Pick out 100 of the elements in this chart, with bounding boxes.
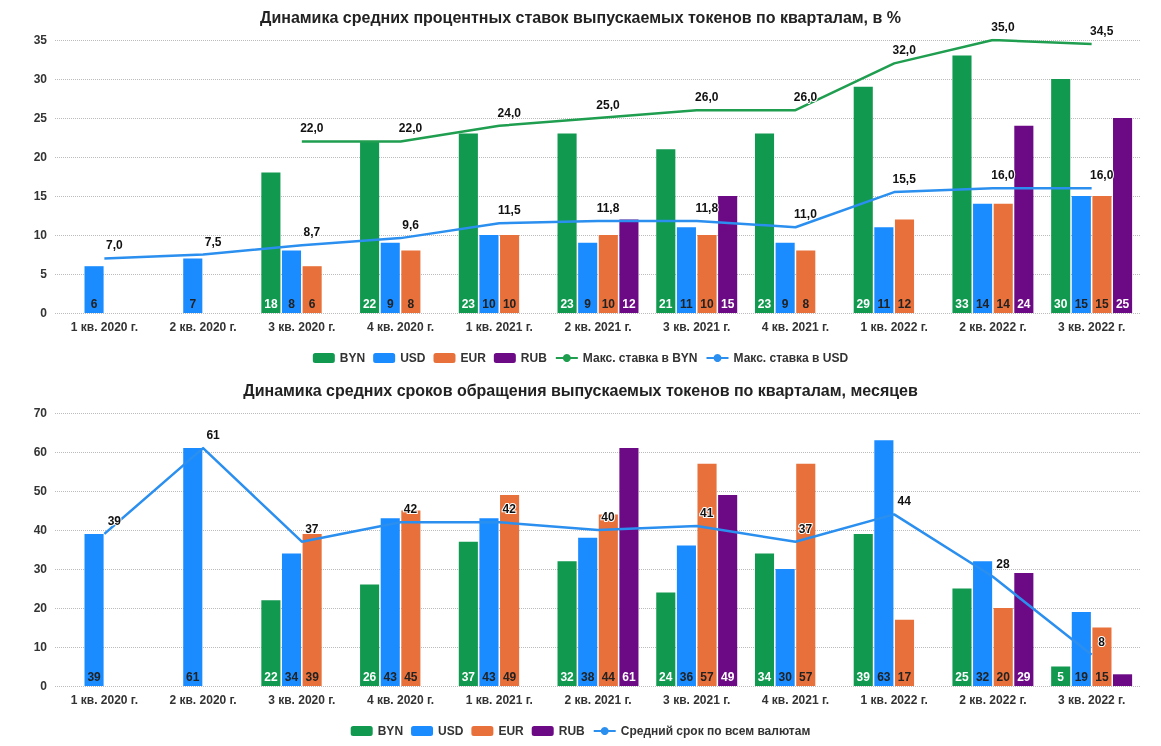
bar: [1014, 572, 1034, 686]
data-label: 9: [781, 297, 789, 311]
x-tick-label: 1 кв. 2020 г.: [70, 693, 138, 707]
bar: [775, 569, 795, 686]
data-label: 61: [206, 428, 221, 443]
data-label: 32: [975, 670, 990, 684]
y-tick-label: 35: [33, 33, 48, 47]
legend-label: BYN: [377, 724, 404, 738]
bar: [952, 55, 972, 313]
bar: [557, 133, 577, 313]
bar: [557, 561, 577, 686]
bar: [261, 172, 281, 313]
data-label: 38: [581, 670, 595, 684]
data-label: 22: [362, 297, 377, 311]
data-label: 9: [386, 297, 394, 311]
bar: [84, 533, 104, 686]
bar: [598, 514, 618, 686]
bar: [479, 235, 499, 313]
bar: [973, 561, 993, 686]
bar: [302, 533, 322, 686]
data-label: 22,0: [300, 121, 324, 136]
bar: [853, 86, 873, 313]
data-label: 22,0: [398, 121, 423, 136]
bar: [853, 533, 873, 686]
bar: [619, 219, 639, 313]
legend-label: USD: [400, 351, 426, 365]
y-tick-label: 5: [40, 267, 48, 281]
bar: [1071, 196, 1091, 313]
bar: [656, 149, 676, 313]
legend-label: RUB: [520, 351, 548, 365]
y-tick-label: 10: [33, 228, 48, 242]
y-tick-label: 30: [33, 72, 48, 86]
x-tick-label: 3 кв. 2022 г.: [1058, 693, 1126, 707]
data-label: 7,0: [106, 238, 124, 253]
x-tick-label: 3 кв. 2020 г.: [268, 320, 336, 334]
data-label: 49: [502, 670, 517, 684]
data-label: 57: [700, 670, 715, 684]
data-label: 11: [680, 297, 694, 311]
data-label: 61: [622, 670, 636, 684]
data-label: 6: [308, 297, 316, 311]
bar: [261, 600, 281, 686]
x-tick-label: 1 кв. 2020 г.: [70, 320, 138, 334]
bar: [894, 219, 915, 313]
data-label: 10: [482, 297, 496, 311]
data-label: 8: [802, 297, 810, 311]
bar: [598, 235, 618, 313]
x-tick-label: 1 кв. 2022 г.: [860, 320, 928, 334]
data-label: 8,7: [303, 225, 321, 240]
bar: [874, 227, 894, 313]
data-label: 44: [601, 670, 616, 684]
data-label: 7: [189, 297, 197, 311]
bar: [578, 242, 598, 313]
data-label: 23: [560, 297, 575, 311]
bar: [183, 258, 203, 313]
data-label: 35,0: [991, 20, 1015, 34]
bar: [894, 619, 915, 686]
bar: [973, 203, 993, 313]
data-label: 37: [305, 521, 319, 536]
data-label: 9: [584, 297, 592, 311]
legend-label: EUR: [460, 351, 487, 365]
bar: [578, 537, 598, 686]
x-tick-label: 2 кв. 2021 г.: [564, 320, 632, 334]
line-series: [103, 186, 1093, 260]
bar: [656, 592, 676, 686]
y-tick-label: 20: [33, 601, 48, 615]
data-label: 15: [1095, 670, 1109, 684]
bar: [718, 196, 738, 313]
x-tick-label: 4 кв. 2021 г.: [761, 320, 830, 334]
bar: [500, 494, 520, 686]
data-label: 44: [897, 494, 912, 509]
bar: [500, 235, 520, 313]
x-tick-label: 2 кв. 2021 г.: [564, 693, 632, 707]
data-label: 15: [1074, 297, 1089, 311]
legend-label: Средний срок по всем валютам: [620, 724, 811, 738]
data-label: 8: [407, 297, 415, 311]
legend-label: Макс. ставка в USD: [733, 351, 849, 365]
bar: [1051, 79, 1071, 313]
y-tick-label: 40: [33, 523, 48, 537]
data-label: 29: [856, 297, 871, 311]
bar: [1014, 125, 1034, 313]
data-label: 32,0: [892, 43, 917, 58]
bar: [754, 133, 775, 313]
y-tick-label: 60: [33, 445, 48, 459]
data-label: 24: [1017, 297, 1031, 311]
data-label: 37: [461, 670, 476, 684]
data-label: 37: [798, 521, 813, 536]
x-tick-label: 3 кв. 2021 г.: [663, 320, 731, 334]
bar: [676, 227, 696, 313]
data-label: 61: [186, 670, 200, 684]
legend-label: RUB: [558, 724, 586, 738]
data-label: 63: [877, 670, 891, 684]
bar: [697, 463, 717, 686]
x-tick-label: 1 кв. 2022 г.: [860, 693, 928, 707]
data-label: 5: [1057, 670, 1065, 684]
chart-title: Динамика средних процентных ставок выпускаемых токенов по кварталам, в %: [259, 8, 902, 26]
y-tick-label: 50: [33, 484, 48, 498]
data-label: 6: [90, 297, 98, 311]
data-label: 8: [288, 297, 296, 311]
bar: [302, 266, 322, 313]
data-label: 9,6: [402, 218, 420, 233]
